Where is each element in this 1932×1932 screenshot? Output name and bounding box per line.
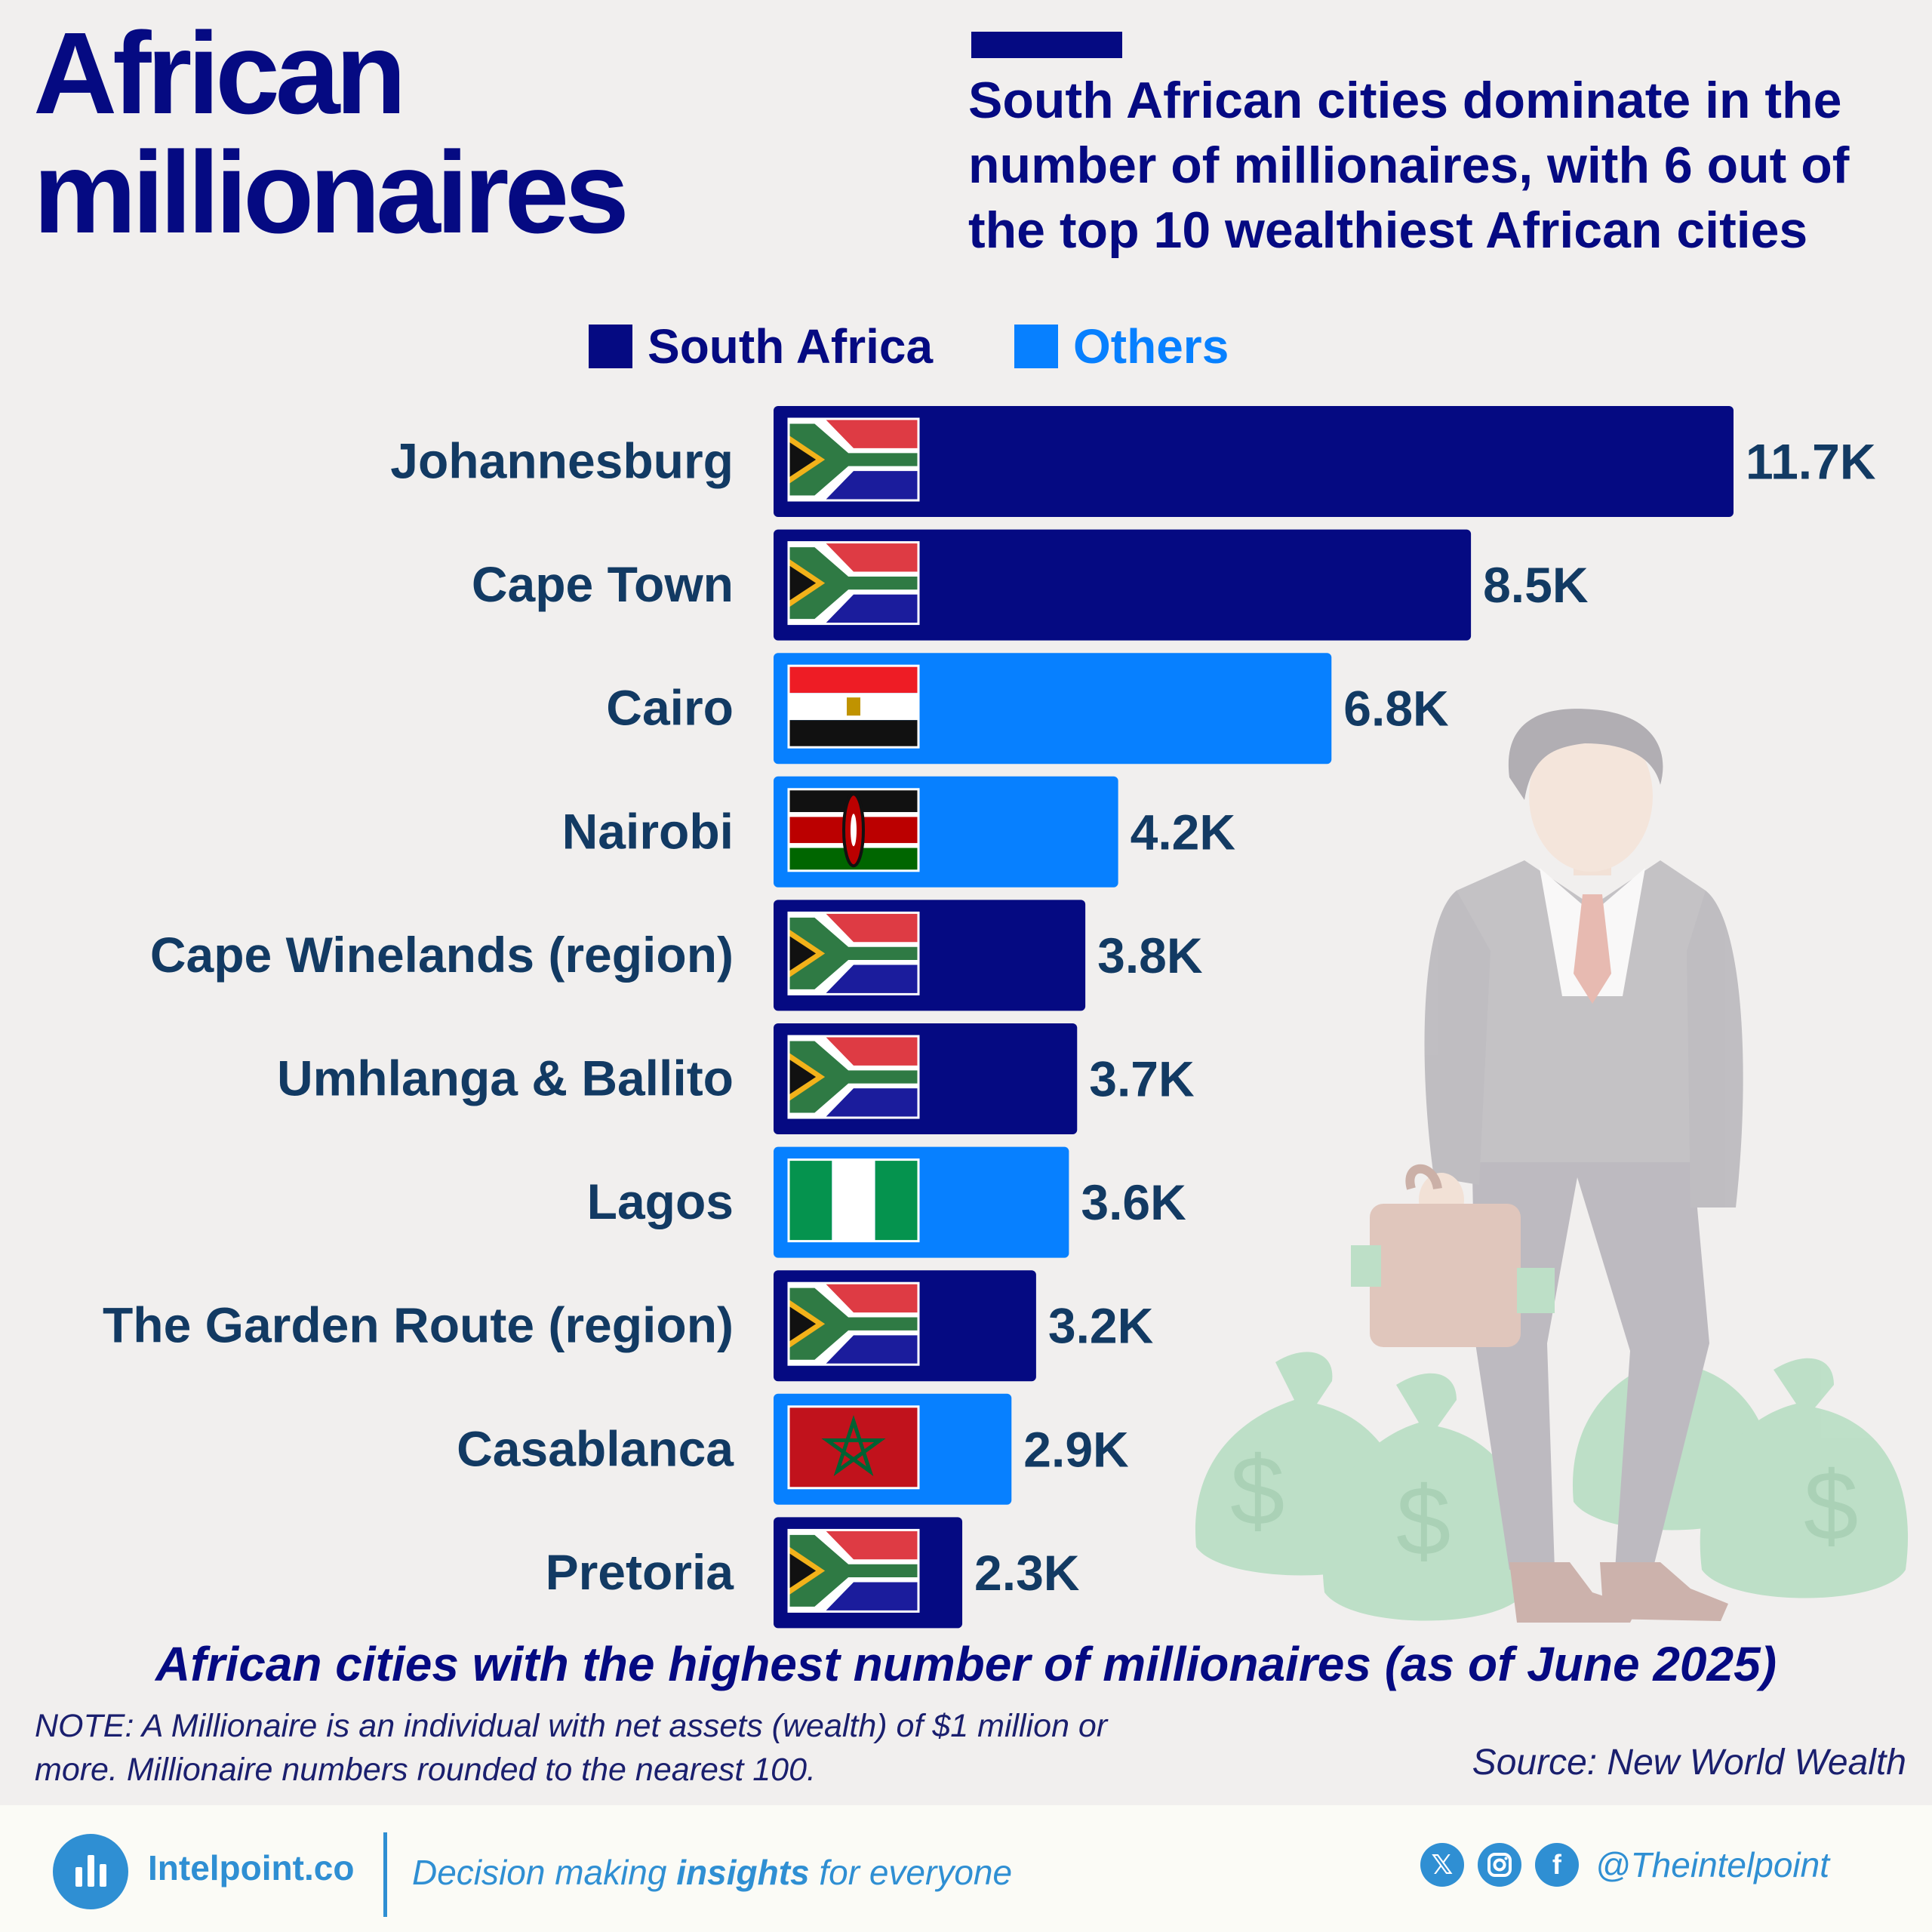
nigeria-flag-icon xyxy=(789,1160,918,1241)
category-label-cairo: Cairo xyxy=(606,680,734,736)
category-label-cape-winelands-region: Cape Winelands (region) xyxy=(150,927,734,983)
chart-caption: African cities with the highest number o… xyxy=(0,1636,1932,1692)
tagline-prefix: Decision making xyxy=(412,1853,676,1892)
svg-text:$: $ xyxy=(1230,1435,1284,1546)
category-label-casablanca: Casablanca xyxy=(457,1420,734,1476)
kenya-flag-icon xyxy=(789,789,918,871)
category-label-the-garden-route-region: The Garden Route (region) xyxy=(103,1297,734,1353)
footer-bar: Intelpoint.co Decision making insights f… xyxy=(0,1805,1932,1932)
footer-divider xyxy=(383,1832,387,1917)
morocco-flag-icon xyxy=(789,1407,918,1488)
svg-text:$: $ xyxy=(1804,1451,1858,1561)
social-links: 𝕏 f @Theintelpoint xyxy=(1420,1843,1829,1887)
tagline-emphasis: insights xyxy=(676,1853,809,1892)
social-handle[interactable]: @Theintelpoint xyxy=(1595,1844,1829,1885)
footnote: NOTE: A Millionaire is an individual wit… xyxy=(35,1704,1114,1792)
category-label-pretoria: Pretoria xyxy=(546,1544,735,1600)
category-label-cape-town: Cape Town xyxy=(472,556,734,612)
value-label-cape-town: 8.5K xyxy=(1483,557,1589,613)
tagline-suffix: for everyone xyxy=(810,1853,1012,1892)
instagram-icon[interactable] xyxy=(1478,1843,1521,1887)
south-africa-flag-icon xyxy=(789,543,918,624)
businessman-illustration: $ $ $ xyxy=(1195,709,1908,1623)
south-africa-flag-icon xyxy=(789,912,918,994)
value-label-lagos: 3.6K xyxy=(1081,1174,1186,1230)
category-label-johannesburg: Johannesburg xyxy=(390,433,734,489)
south-africa-flag-icon xyxy=(789,419,918,500)
south-africa-flag-icon xyxy=(789,1530,918,1611)
x-icon[interactable]: 𝕏 xyxy=(1420,1843,1464,1887)
value-label-cape-winelands-region: 3.8K xyxy=(1097,928,1203,983)
value-label-cairo: 6.8K xyxy=(1343,681,1449,737)
source-credit: Source: New World Wealth xyxy=(1472,1742,1906,1783)
value-label-johannesburg: 11.7K xyxy=(1746,434,1876,490)
value-label-nairobi: 4.2K xyxy=(1131,804,1236,860)
category-label-umhlanga-ballito: Umhlanga & Ballito xyxy=(277,1051,734,1106)
category-label-lagos: Lagos xyxy=(587,1174,734,1229)
category-label-nairobi: Nairobi xyxy=(562,803,734,859)
svg-text:$: $ xyxy=(1396,1466,1451,1576)
tagline: Decision making insights for everyone xyxy=(412,1852,1012,1893)
south-africa-flag-icon xyxy=(789,1036,918,1118)
brand-name[interactable]: Intelpoint.co xyxy=(148,1847,354,1888)
egypt-flag-icon xyxy=(789,666,918,747)
facebook-icon[interactable]: f xyxy=(1535,1843,1579,1887)
bar-chart-logo-icon xyxy=(53,1834,128,1909)
value-label-the-garden-route-region: 3.2K xyxy=(1048,1298,1154,1354)
value-label-umhlanga-ballito: 3.7K xyxy=(1089,1051,1195,1107)
south-africa-flag-icon xyxy=(789,1283,918,1364)
value-label-pretoria: 2.3K xyxy=(974,1545,1080,1601)
value-label-casablanca: 2.9K xyxy=(1023,1421,1129,1477)
